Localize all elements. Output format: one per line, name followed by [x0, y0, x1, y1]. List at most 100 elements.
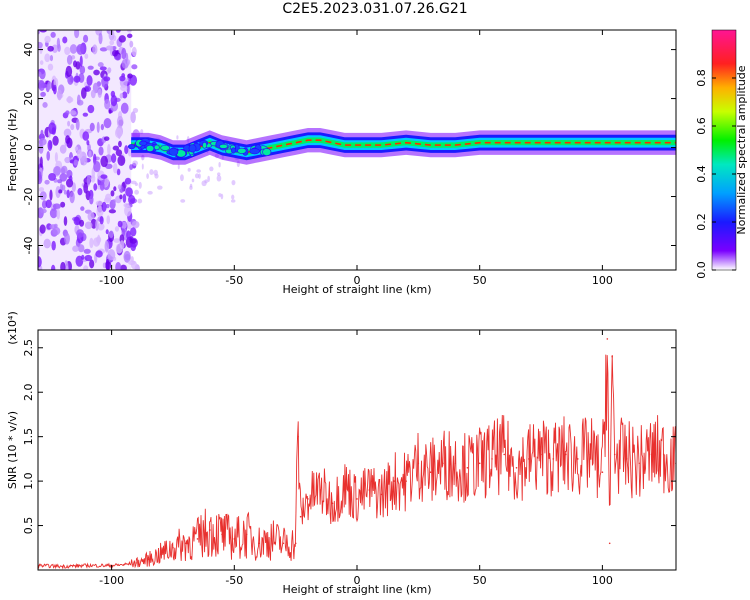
- noise-speckle: [119, 194, 123, 200]
- colorbar-ticks: 0.0 0.2 0.4 0.6 0.8: [695, 69, 736, 279]
- noise-speckle: [116, 168, 121, 176]
- noise-speckle: [97, 222, 105, 231]
- noise-speckle: [74, 146, 79, 151]
- noise-speckle: [86, 75, 93, 86]
- snr-point: [589, 453, 591, 456]
- noise-speckle: [132, 107, 139, 113]
- noise-speckle: [76, 94, 81, 105]
- snr-point: [209, 529, 211, 531]
- noise-speckle: [73, 159, 79, 166]
- noise-speckle: [124, 177, 132, 185]
- snr-point: [491, 458, 493, 460]
- bottom-plot-frame: [37, 329, 677, 571]
- faint-speckle: [191, 178, 195, 183]
- noise-speckle: [129, 164, 134, 171]
- noise-speckle: [89, 195, 94, 205]
- faint-speckle: [146, 173, 149, 180]
- faint-speckle: [218, 162, 221, 168]
- noise-speckle: [47, 81, 52, 90]
- noise-speckle: [73, 75, 81, 83]
- faint-speckle: [209, 166, 214, 172]
- top-x-tick-label: 100: [592, 274, 613, 287]
- faint-speckle: [134, 189, 139, 195]
- noise-speckle: [66, 96, 74, 103]
- noise-speckle: [109, 40, 115, 46]
- ridge-blob: [127, 144, 136, 150]
- snr-point: [466, 467, 469, 469]
- snr-point: [540, 453, 542, 456]
- faint-speckle: [180, 174, 184, 182]
- top-y-tick-label: 0: [22, 144, 35, 151]
- snr-point: [123, 563, 125, 566]
- noise-speckle: [108, 209, 116, 214]
- noise-speckle: [119, 92, 124, 99]
- noise-speckle: [108, 109, 112, 114]
- noise-speckle: [113, 238, 121, 243]
- noise-speckle: [126, 83, 130, 95]
- noise-speckle: [69, 191, 75, 204]
- noise-speckle: [47, 63, 54, 71]
- noise-speckle: [64, 46, 71, 56]
- snr-point: [601, 471, 604, 474]
- noise-speckle: [40, 91, 46, 97]
- noise-speckle: [38, 80, 46, 92]
- noise-speckle: [39, 60, 44, 65]
- noise-speckle: [120, 102, 129, 114]
- noise-speckle: [122, 91, 128, 99]
- noise-speckle: [105, 203, 110, 209]
- colorbar: 0.0 0.2 0.4 0.6 0.8 Normalized spectral ampl…: [695, 29, 748, 279]
- snr-point: [172, 547, 174, 549]
- top-y-tick-label: -40: [22, 237, 35, 255]
- snr-point: [159, 553, 162, 555]
- noise-speckle: [126, 33, 133, 39]
- noise-speckle: [121, 59, 129, 69]
- noise-speckle: [120, 264, 127, 270]
- noise-speckle: [46, 150, 51, 161]
- noise-speckle: [104, 240, 110, 253]
- noise-speckle: [64, 232, 70, 245]
- noise-speckle: [127, 73, 133, 79]
- noise-speckle: [117, 220, 123, 228]
- noise-speckle: [110, 190, 115, 197]
- noise-speckle: [39, 191, 47, 201]
- noise-speckle: [86, 140, 90, 146]
- noise-speckle: [80, 206, 85, 211]
- ridge-blob: [249, 148, 260, 155]
- snr-point: [478, 462, 481, 465]
- snr-point: [294, 542, 297, 545]
- noise-speckle: [82, 112, 89, 117]
- noise-speckle: [118, 140, 122, 148]
- noise-speckle: [100, 123, 104, 131]
- faint-speckle: [187, 167, 191, 172]
- snr-point: [233, 538, 236, 540]
- noise-speckle: [38, 156, 41, 166]
- noise-speckle: [51, 264, 56, 270]
- snr-point: [380, 493, 383, 496]
- snr-point: [343, 484, 346, 487]
- noise-speckle: [55, 186, 61, 198]
- snr-line: [38, 354, 676, 570]
- noise-speckle: [87, 65, 94, 70]
- noise-speckle: [84, 53, 89, 59]
- snr-point: [258, 542, 260, 545]
- top-x-tick-label: 50: [473, 274, 487, 287]
- noise-speckle: [62, 36, 68, 44]
- noise-speckle: [97, 234, 101, 246]
- noise-speckle: [48, 173, 57, 181]
- noise-speckle: [86, 174, 91, 186]
- noise-speckle: [106, 215, 111, 225]
- snr-point: [608, 542, 611, 545]
- faint-speckle: [132, 160, 138, 166]
- signal-ridge: [127, 128, 676, 165]
- noise-speckle: [38, 71, 42, 77]
- noise-speckle: [64, 156, 71, 164]
- top-x-tick-label: -100: [99, 274, 124, 287]
- noise-speckle: [124, 145, 129, 155]
- noise-speckle: [101, 201, 107, 212]
- noise-speckle: [113, 186, 117, 192]
- noise-speckle: [98, 146, 104, 156]
- noise-speckle: [66, 54, 73, 65]
- noise-speckle: [44, 179, 50, 185]
- spectrogram-panel: -100 -50 0 50 100 -40 -20 0 20 40 Height of stra…: [6, 29, 677, 296]
- noise-speckle: [117, 184, 122, 190]
